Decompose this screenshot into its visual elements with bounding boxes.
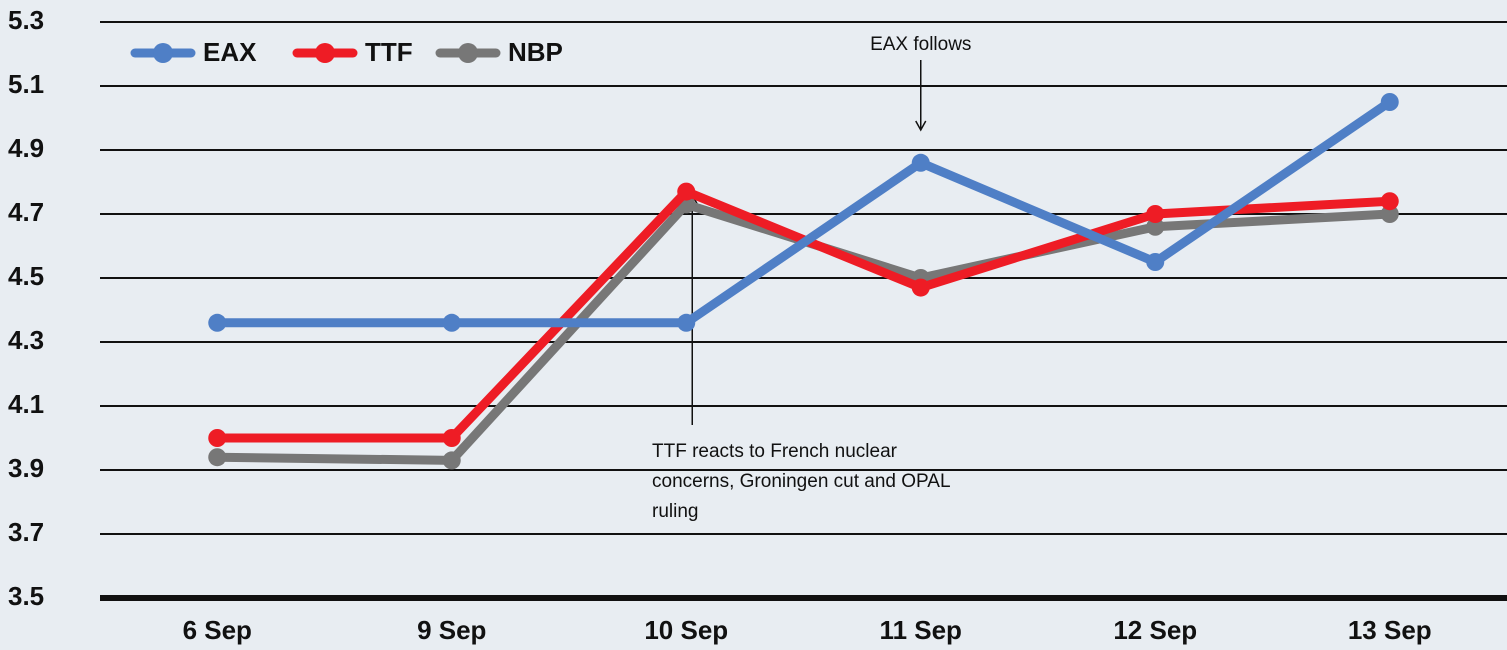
point — [208, 448, 227, 467]
legend-label: NBP — [508, 37, 563, 67]
y-tick-label: 3.9 — [8, 453, 44, 483]
series-line — [217, 98, 1393, 328]
annotation: ruling — [652, 501, 698, 522]
point — [442, 313, 461, 332]
point — [1146, 217, 1165, 236]
x-tick-label: 12 Sep — [1113, 615, 1197, 645]
y-tick-label: 3.7 — [8, 517, 44, 547]
legend-label: EAX — [203, 37, 257, 67]
y-tick-label: 4.5 — [8, 261, 44, 291]
x-tick-label: 6 Sep — [183, 615, 252, 645]
point — [677, 182, 696, 201]
point — [442, 429, 461, 447]
point — [1380, 192, 1399, 211]
y-tick-label: 5.1 — [8, 69, 44, 99]
y-tick-label: 5.3 — [8, 5, 44, 35]
y-tick-label: 4.9 — [8, 133, 44, 163]
annotation: concerns, Groningen cut and OPAL — [652, 471, 951, 492]
y-tick-label: 3.5 — [8, 581, 44, 611]
legend-label: TTF — [365, 37, 413, 67]
point — [1146, 253, 1165, 271]
y-tick-label: 4.1 — [8, 389, 44, 419]
point — [911, 153, 930, 172]
legend-marker — [153, 43, 173, 63]
x-tick-label: 13 Sep — [1348, 615, 1432, 645]
y-tick-label: 4.3 — [8, 325, 44, 355]
point — [208, 429, 227, 447]
point — [677, 313, 696, 332]
point — [442, 451, 461, 470]
x-tick-label: 11 Sep — [880, 615, 962, 645]
point — [1146, 205, 1165, 223]
point — [208, 313, 227, 332]
x-tick-label: 9 Sep — [417, 615, 486, 645]
y-tick-label: 4.7 — [8, 197, 44, 227]
legend-marker — [458, 43, 478, 63]
annotation: EAX follows — [870, 34, 971, 55]
legend-marker — [315, 43, 335, 63]
annotation: TTF reacts to French nuclear — [652, 441, 898, 462]
point — [1380, 205, 1399, 223]
x-tick-label: 10 Sep — [644, 615, 728, 645]
point — [911, 278, 930, 297]
arrow-head — [915, 120, 927, 132]
point — [1380, 93, 1399, 111]
